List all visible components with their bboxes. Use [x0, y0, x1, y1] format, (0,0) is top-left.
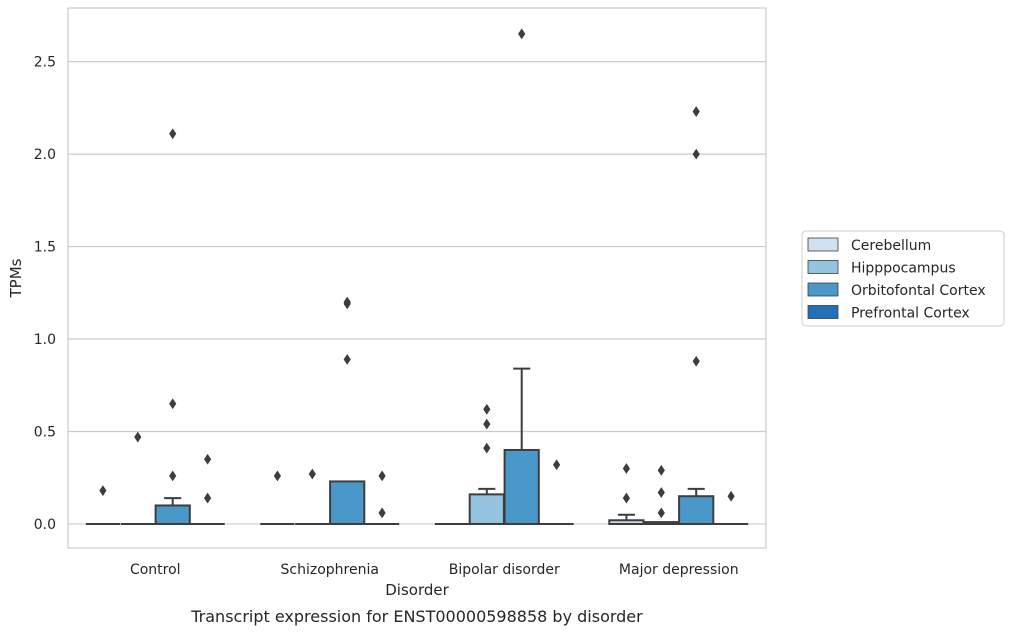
y-tick-label: 2.0: [34, 147, 56, 163]
outlier-point: [273, 470, 281, 482]
box-body: [503, 448, 540, 525]
x-tick-label: Bipolar disorder: [449, 562, 560, 578]
plot-background: [68, 8, 766, 548]
box-1-1: [295, 468, 330, 525]
box-0-0: [85, 485, 121, 525]
box-body: [678, 495, 715, 525]
y-tick-label: 0.5: [34, 424, 56, 440]
outlier-point: [169, 470, 177, 482]
outlier-point: [657, 507, 665, 519]
x-tick-label: Major depression: [619, 562, 739, 578]
y-tick-label: 1.0: [34, 332, 56, 348]
outlier-point: [622, 492, 630, 504]
outlier-point: [343, 353, 351, 365]
legend-label: Cerebellum: [851, 238, 931, 254]
outlier-point: [483, 442, 491, 454]
outlier-point: [483, 418, 491, 430]
y-axis-label: TPMs: [7, 258, 25, 298]
box-3-3: [713, 490, 749, 525]
outlier-point: [134, 431, 142, 443]
outlier-point: [692, 355, 700, 367]
outlier-point: [308, 468, 316, 480]
box-body: [329, 480, 366, 525]
box-body: [154, 504, 191, 525]
x-tick-label: Control: [130, 562, 181, 578]
x-tick-label: Schizophrenia: [281, 562, 379, 578]
outlier-point: [692, 106, 700, 117]
outlier-point: [622, 463, 630, 474]
box-2-2: [503, 28, 540, 525]
legend-swatch: [807, 282, 839, 297]
box-body: [468, 493, 505, 525]
outlier-point: [727, 490, 735, 502]
outlier-point: [692, 148, 700, 160]
x-tick-labels: Control Schizophrenia Bipolar disorder Majo…: [130, 562, 739, 578]
y-tick-labels: 0.0 0.5 1.0 1.5 2.0 2.5: [34, 55, 56, 533]
outlier-point: [204, 453, 212, 465]
outlier-point: [99, 485, 107, 497]
box-1-2: [329, 296, 366, 525]
box-series: [85, 28, 749, 525]
box-2-1: [468, 403, 505, 525]
legend-frame: [801, 230, 1005, 327]
y-tick-label: 1.5: [34, 240, 56, 256]
outlier-point: [483, 403, 491, 415]
legend-label: Prefrontal Cortex: [851, 306, 970, 322]
box-0-3: [190, 453, 225, 525]
box-2-3: [539, 459, 574, 525]
box-0-2: [154, 128, 191, 525]
legend-swatch: [807, 305, 839, 319]
y-tick-label: 0.0: [34, 517, 56, 533]
legend-swatch: [807, 260, 839, 274]
legend-label: Hipppocampus: [851, 261, 956, 277]
legend-swatch: [807, 237, 839, 252]
box-3-2: [678, 106, 715, 525]
legend: Cerebellum Hipppocampus Orbitofontal Corte…: [801, 230, 1005, 327]
outlier-point: [553, 459, 561, 471]
outlier-point: [518, 28, 526, 40]
outlier-point: [204, 492, 212, 504]
box-1-3: [364, 470, 400, 525]
y-tick-label: 2.5: [34, 55, 56, 71]
legend-label: Orbitofontal Cortex: [851, 283, 986, 299]
outlier-point: [378, 470, 386, 482]
outlier-point: [169, 128, 177, 140]
plot-frame: [67, 7, 767, 549]
box-3-1: [643, 464, 680, 525]
outlier-point: [343, 296, 351, 308]
outlier-point: [378, 507, 386, 519]
outlier-point: [169, 398, 177, 410]
outlier-point: [657, 464, 665, 476]
outlier-point: [657, 487, 665, 498]
box-1-0: [260, 470, 295, 525]
box-0-1: [120, 431, 155, 525]
chart-caption: Transcript expression for ENST0000059885…: [190, 607, 643, 626]
x-axis-label: Disorder: [385, 581, 449, 599]
